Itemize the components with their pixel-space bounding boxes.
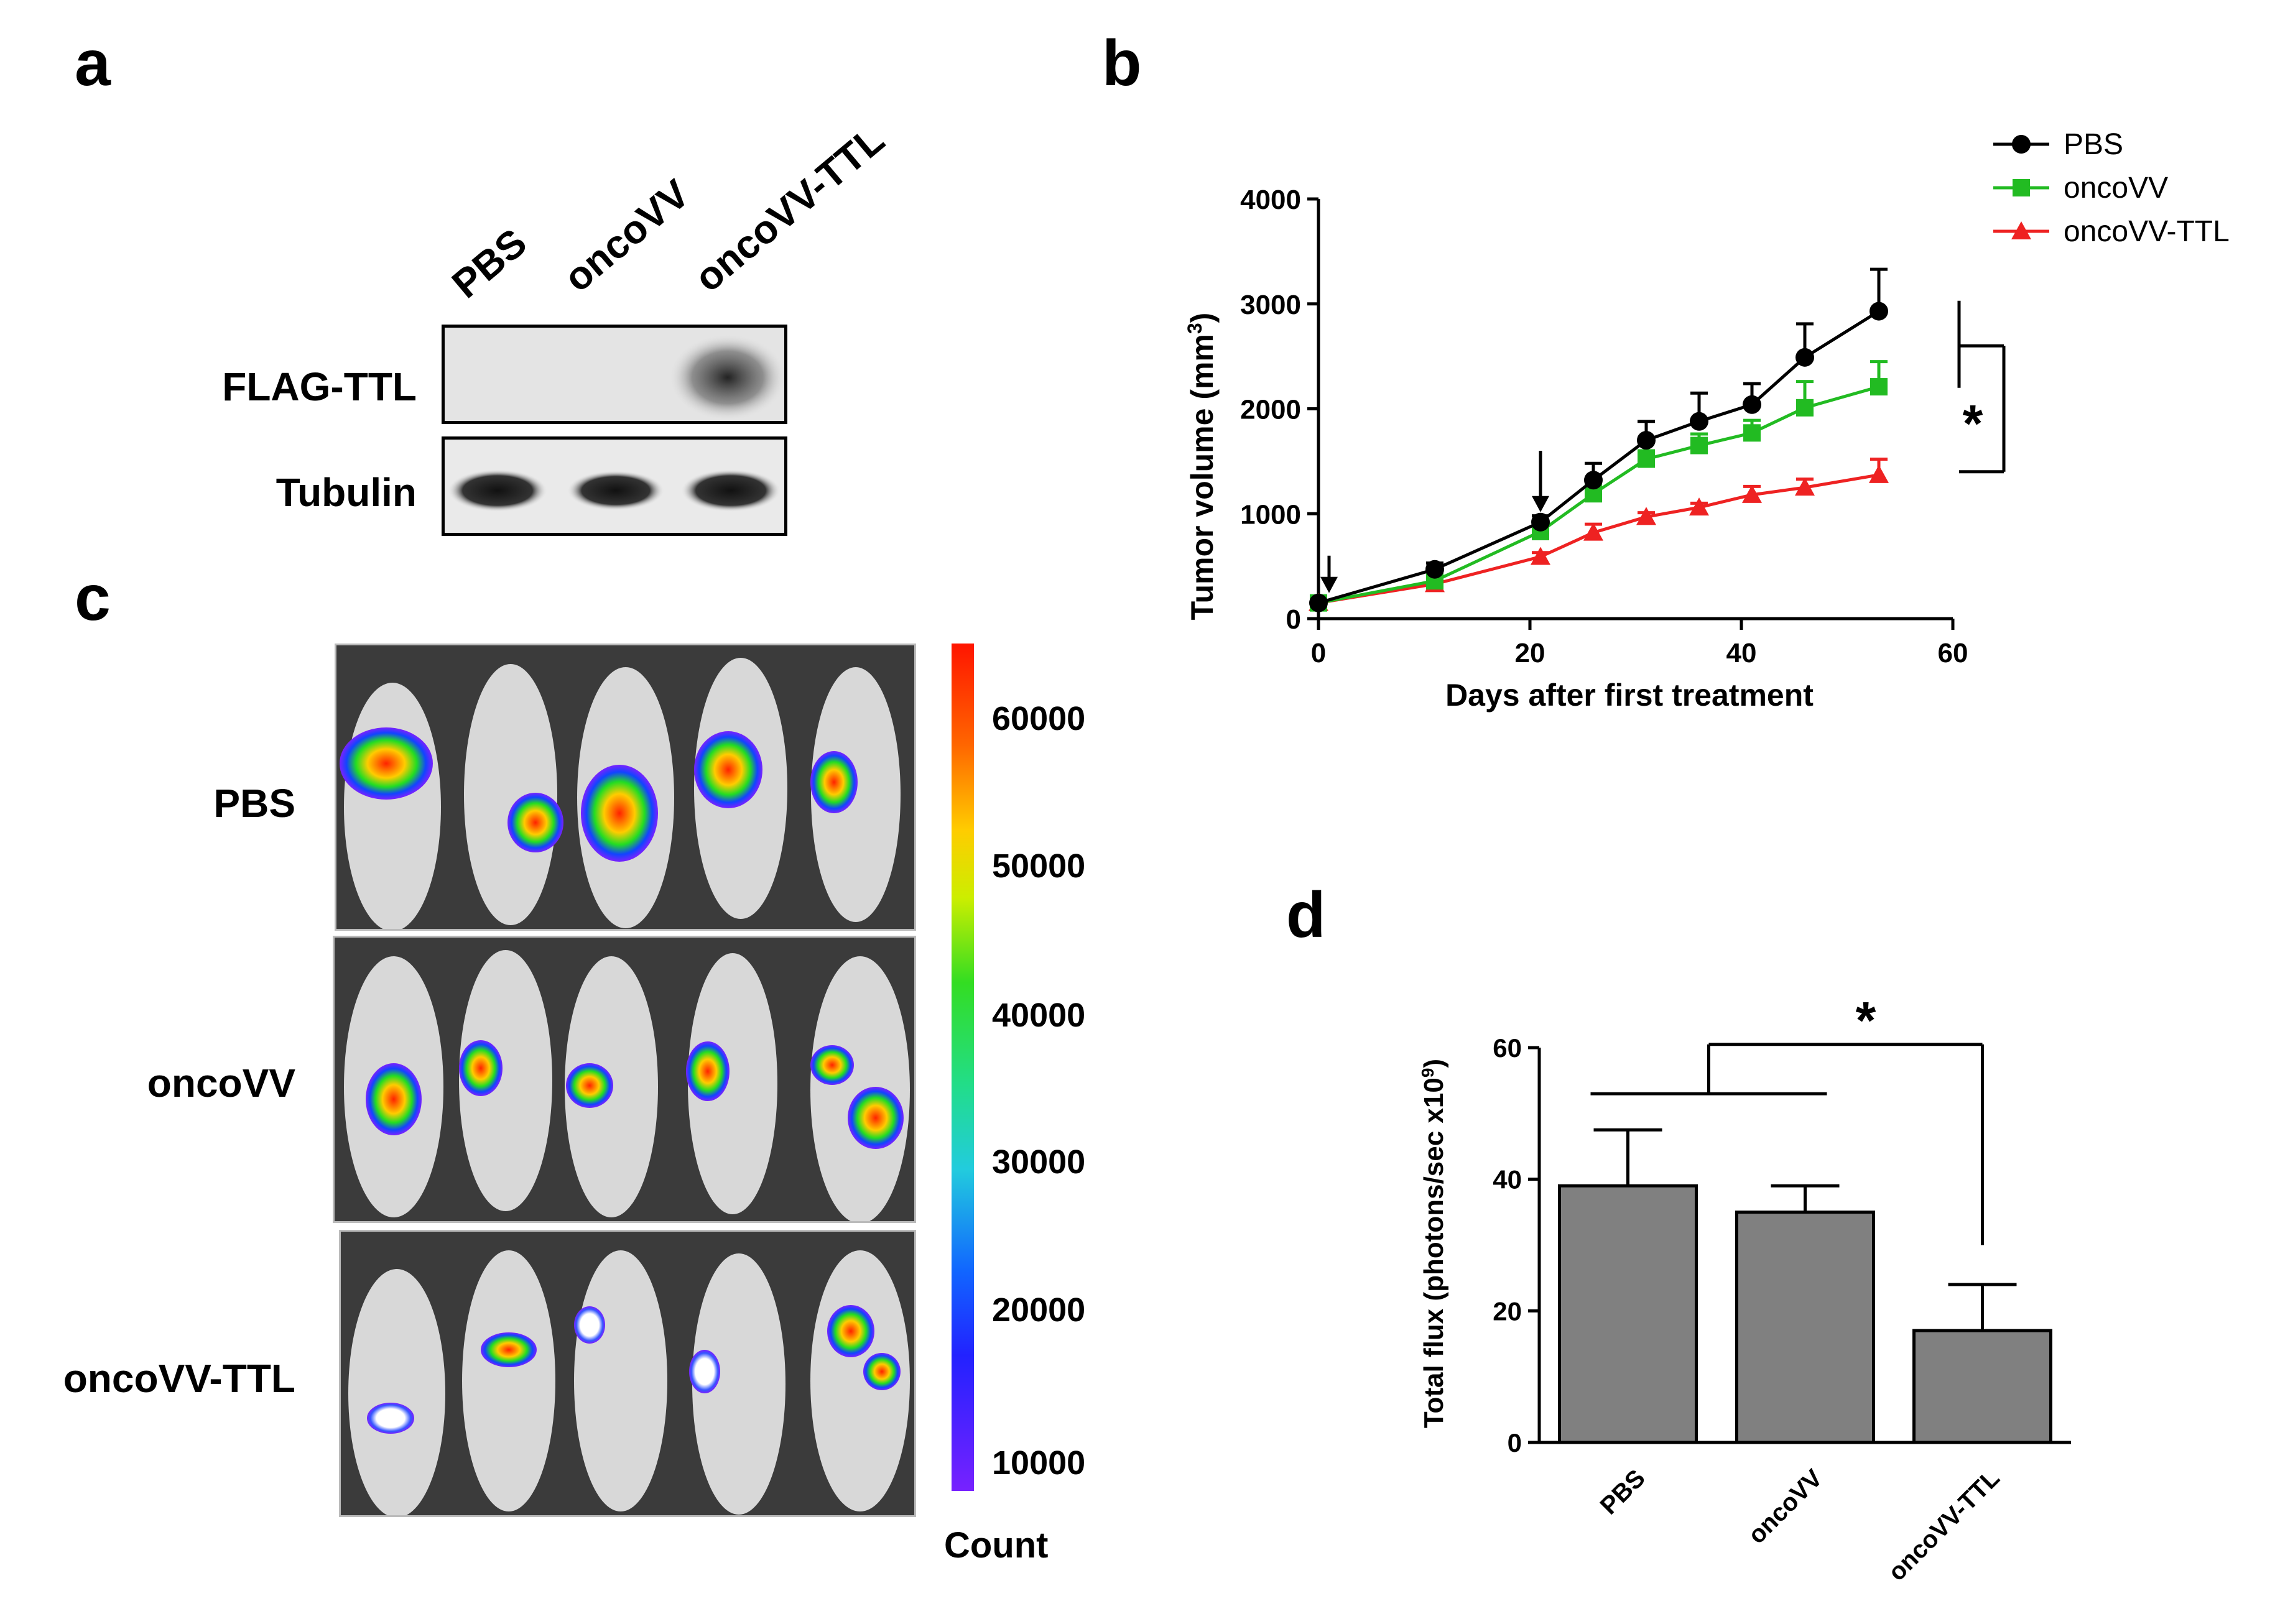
bar-category-label-oncovv: oncoVV — [1743, 1464, 1828, 1549]
tubulin-blot — [442, 436, 787, 536]
lane-label-oncovv-ttl: oncoVV-TTL — [686, 117, 893, 301]
legend-marker-oncovv-ttl — [2011, 221, 2031, 239]
data-point-oncovv — [1638, 450, 1655, 468]
data-point-pbs — [1743, 395, 1761, 414]
flag-ttl-blot — [442, 325, 787, 424]
data-point-oncovv-ttl — [1869, 464, 1889, 483]
bar-chart-y-tick-label: 0 — [1508, 1428, 1522, 1457]
treatment-arrow-head — [1320, 576, 1338, 593]
bar-chart-bars — [1558, 1128, 2052, 1444]
data-point-pbs — [1690, 412, 1708, 431]
data-point-oncovv — [1743, 424, 1761, 442]
group-label-oncovv-ttl: oncoVV-TTL — [63, 1356, 295, 1401]
data-point-pbs — [1425, 560, 1444, 579]
panel-letter-b: b — [1102, 27, 1142, 99]
imaging-row-pbs — [335, 644, 916, 931]
group-label-pbs: PBS — [213, 781, 295, 826]
group-label-oncovv: oncoVV — [147, 1061, 295, 1105]
line-chart-x-tick-label: 40 — [1726, 638, 1757, 668]
line-chart-y-tick-label: 1000 — [1240, 499, 1301, 530]
bar-oncovv-ttl — [1912, 1329, 2052, 1444]
data-point-oncovv-ttl — [1636, 507, 1656, 525]
row-label-flag-ttl: FLAG-TTL — [222, 364, 417, 409]
colorbar-tick-20000: 20000 — [992, 1291, 1086, 1329]
row-label-tubulin: Tubulin — [276, 470, 417, 515]
bar-chart-ylabel: Total flux (photons/sec x109) — [1418, 1059, 1450, 1428]
legend-marker-pbs — [2012, 135, 2031, 154]
total-flux-chart: 0 20 40 60 PBS oncoVV oncoVV-TTL Total flux (p… — [1418, 991, 2071, 1586]
bar-category-label-oncovv-ttl: oncoVV-TTL — [1883, 1464, 2005, 1586]
bar-chart-y-tick-label: 40 — [1493, 1165, 1522, 1194]
line-chart-x-tick-label: 60 — [1938, 638, 1968, 668]
lane-label-oncovv: oncoVV — [555, 170, 698, 301]
data-point-pbs — [1637, 431, 1656, 450]
bar-oncovv — [1735, 1211, 1875, 1444]
treatment-arrow-head — [1532, 496, 1549, 512]
bar-chart-significance: * — [1856, 991, 1876, 1050]
data-point-oncovv-ttl — [1742, 484, 1762, 503]
data-point-oncovv-ttl — [1795, 478, 1815, 496]
line-chart-y-tick-label: 3000 — [1240, 290, 1301, 320]
line-chart-y-tick-label: 0 — [1286, 604, 1301, 635]
bar-chart-y-tick-label: 20 — [1493, 1296, 1522, 1326]
data-point-pbs — [1309, 593, 1328, 612]
tumor-volume-chart: 0 1000 2000 3000 4000 0 20 40 60 PBS oncoVV oncoVV… — [1184, 128, 2230, 713]
data-point-oncovv — [1690, 436, 1708, 454]
data-point-pbs — [1795, 348, 1814, 367]
line-chart-xlabel: Days after first treatment — [1445, 678, 1814, 713]
data-point-pbs — [1584, 471, 1603, 490]
line-chart-y-tick-label: 4000 — [1240, 185, 1301, 215]
colorbar-tick-50000: 50000 — [992, 847, 1086, 885]
colorbar-tick-40000: 40000 — [992, 997, 1086, 1034]
colorbar — [952, 644, 974, 1491]
colorbar-tick-60000: 60000 — [992, 700, 1086, 737]
line-chart-ylabel: Tumor volume (mm3) — [1184, 313, 1220, 621]
series-line-pbs — [1318, 310, 1880, 605]
data-point-oncovv — [1796, 399, 1814, 417]
line-chart-x-tick-label: 20 — [1515, 638, 1545, 668]
line-chart-y-tick-label: 2000 — [1240, 395, 1301, 425]
data-point-oncovv-ttl — [1689, 497, 1709, 516]
imaging-row-oncovv-ttl — [339, 1230, 916, 1517]
panel-letter-c: c — [75, 562, 111, 634]
imaging-row-oncovv — [333, 936, 916, 1223]
data-point-oncovv — [1870, 378, 1888, 396]
data-point-oncovv-ttl — [1583, 522, 1603, 541]
colorbar-label: Count — [944, 1525, 1049, 1566]
lane-label-pbs: PBS — [443, 219, 535, 307]
panel-letter-a: a — [75, 27, 111, 99]
panel-letter-d: d — [1286, 879, 1326, 951]
legend-label-oncovv: oncoVV — [2064, 172, 2168, 205]
line-chart-series — [1309, 267, 1889, 612]
legend-label-pbs: PBS — [2064, 128, 2123, 161]
bar-category-label-pbs: PBS — [1595, 1464, 1651, 1520]
line-chart-x-tick-label: 0 — [1311, 638, 1326, 668]
line-chart-legend: PBS oncoVV oncoVV-TTL — [1993, 128, 2230, 248]
line-chart-axes: 0 1000 2000 3000 4000 0 20 40 60 — [1240, 185, 2006, 668]
colorbar-tick-30000: 30000 — [992, 1143, 1086, 1181]
data-point-pbs — [1531, 512, 1550, 532]
bar-chart-y-tick-label: 60 — [1493, 1033, 1522, 1063]
line-chart-significance: * — [1963, 394, 1983, 453]
legend-label-oncovv-ttl: oncoVV-TTL — [2064, 215, 2230, 248]
colorbar-tick-10000: 10000 — [992, 1444, 1086, 1482]
data-point-oncovv-ttl — [1531, 547, 1550, 565]
data-point-pbs — [1870, 302, 1888, 321]
bar-pbs — [1558, 1184, 1698, 1444]
legend-marker-oncovv — [2013, 179, 2030, 196]
